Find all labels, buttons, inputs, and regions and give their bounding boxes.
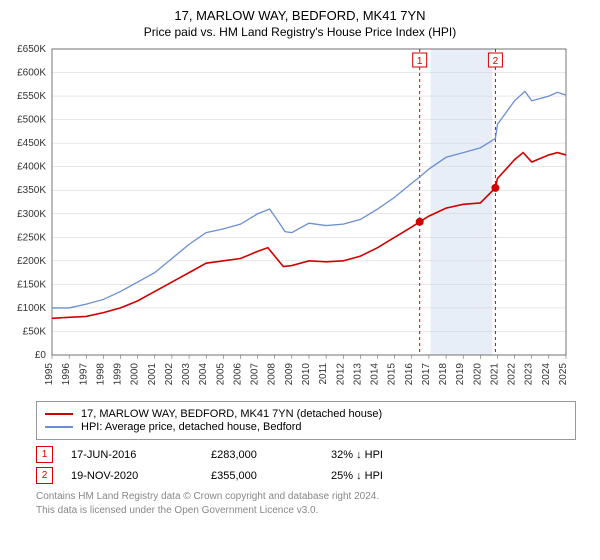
svg-text:2012: 2012 bbox=[335, 363, 346, 386]
svg-text:£100K: £100K bbox=[17, 303, 46, 314]
svg-text:£550K: £550K bbox=[17, 91, 46, 102]
svg-text:2021: 2021 bbox=[489, 363, 500, 386]
legend-swatch bbox=[45, 426, 73, 428]
svg-text:1995: 1995 bbox=[44, 363, 55, 386]
chart-title: 17, MARLOW WAY, BEDFORD, MK41 7YN bbox=[0, 0, 600, 23]
event-marker-badge: 1 bbox=[36, 446, 53, 463]
svg-text:2025: 2025 bbox=[558, 363, 569, 386]
svg-text:2017: 2017 bbox=[421, 363, 432, 386]
svg-text:2023: 2023 bbox=[524, 363, 535, 386]
svg-text:£250K: £250K bbox=[17, 232, 46, 243]
svg-text:2018: 2018 bbox=[438, 363, 449, 386]
legend: 17, MARLOW WAY, BEDFORD, MK41 7YN (detac… bbox=[36, 401, 576, 440]
svg-text:£150K: £150K bbox=[17, 279, 46, 290]
event-marker-badge: 2 bbox=[36, 467, 53, 484]
svg-text:2010: 2010 bbox=[301, 363, 312, 386]
line-chart-svg: £0 £50K £100K £150K £200K £250K £300K £350K £400… bbox=[4, 45, 574, 395]
svg-text:£600K: £600K bbox=[17, 68, 46, 79]
svg-text:£450K: £450K bbox=[17, 138, 46, 149]
svg-text:2001: 2001 bbox=[147, 363, 158, 386]
svg-text:£50K: £50K bbox=[23, 326, 47, 337]
svg-text:2006: 2006 bbox=[232, 363, 243, 386]
chart-container: 17, MARLOW WAY, BEDFORD, MK41 7YN Price … bbox=[0, 0, 600, 560]
event-price: £355,000 bbox=[211, 470, 331, 482]
svg-text:2009: 2009 bbox=[284, 363, 295, 386]
events-table: 1 17-JUN-2016 £283,000 32% ↓ HPI 2 19-NO… bbox=[36, 446, 576, 484]
footer-line: Contains HM Land Registry data © Crown c… bbox=[36, 490, 576, 504]
svg-text:2020: 2020 bbox=[472, 363, 483, 386]
legend-label: HPI: Average price, detached house, Bedf… bbox=[81, 421, 302, 433]
svg-text:1998: 1998 bbox=[95, 363, 106, 386]
svg-text:1997: 1997 bbox=[78, 363, 89, 386]
svg-text:2013: 2013 bbox=[352, 363, 363, 386]
chart-subtitle: Price paid vs. HM Land Registry's House … bbox=[0, 23, 600, 39]
footer-line: This data is licensed under the Open Gov… bbox=[36, 504, 576, 518]
event-row: 1 17-JUN-2016 £283,000 32% ↓ HPI bbox=[36, 446, 576, 463]
svg-text:2002: 2002 bbox=[164, 363, 175, 386]
svg-text:2004: 2004 bbox=[198, 363, 209, 386]
svg-text:1999: 1999 bbox=[113, 363, 124, 386]
svg-text:2003: 2003 bbox=[181, 363, 192, 386]
footer: Contains HM Land Registry data © Crown c… bbox=[36, 490, 576, 517]
svg-text:2005: 2005 bbox=[215, 363, 226, 386]
svg-text:£350K: £350K bbox=[17, 185, 46, 196]
svg-text:£200K: £200K bbox=[17, 256, 46, 267]
svg-text:2019: 2019 bbox=[455, 363, 466, 386]
legend-item: HPI: Average price, detached house, Bedf… bbox=[45, 421, 567, 433]
svg-text:£0: £0 bbox=[35, 350, 47, 361]
svg-text:2008: 2008 bbox=[267, 363, 278, 386]
event-diff: 32% ↓ HPI bbox=[331, 449, 451, 461]
event-date: 17-JUN-2016 bbox=[71, 449, 211, 461]
event-date: 19-NOV-2020 bbox=[71, 470, 211, 482]
event-price: £283,000 bbox=[211, 449, 331, 461]
event-row: 2 19-NOV-2020 £355,000 25% ↓ HPI bbox=[36, 467, 576, 484]
svg-text:1: 1 bbox=[417, 56, 423, 67]
svg-text:2022: 2022 bbox=[507, 363, 518, 386]
svg-text:£650K: £650K bbox=[17, 45, 46, 55]
svg-text:1996: 1996 bbox=[61, 363, 72, 386]
svg-text:2: 2 bbox=[493, 56, 499, 67]
svg-text:£500K: £500K bbox=[17, 115, 46, 126]
svg-text:£400K: £400K bbox=[17, 162, 46, 173]
svg-text:2011: 2011 bbox=[318, 363, 329, 385]
svg-text:£300K: £300K bbox=[17, 209, 46, 220]
svg-text:2015: 2015 bbox=[387, 363, 398, 386]
chart-area: £0 £50K £100K £150K £200K £250K £300K £350K £400… bbox=[4, 45, 588, 395]
svg-text:2016: 2016 bbox=[404, 363, 415, 386]
event-diff: 25% ↓ HPI bbox=[331, 470, 451, 482]
svg-text:2000: 2000 bbox=[130, 363, 141, 386]
legend-item: 17, MARLOW WAY, BEDFORD, MK41 7YN (detac… bbox=[45, 408, 567, 420]
legend-swatch bbox=[45, 413, 73, 415]
svg-text:2014: 2014 bbox=[370, 363, 381, 386]
svg-text:2007: 2007 bbox=[250, 363, 261, 386]
svg-text:2024: 2024 bbox=[541, 363, 552, 386]
legend-label: 17, MARLOW WAY, BEDFORD, MK41 7YN (detac… bbox=[81, 408, 382, 420]
